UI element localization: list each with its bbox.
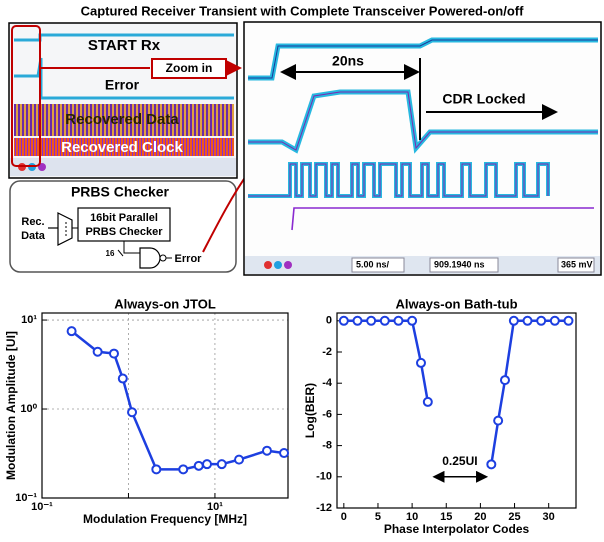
x-tick-label: 20 [474,511,486,523]
toolbar-text: 365 mV [561,259,593,269]
data-point [487,460,495,468]
data-point [424,398,432,406]
data-point [280,449,288,457]
x-tick-label: 10¹ [207,501,223,513]
x-tick-label: 5 [375,511,381,523]
y-tick-label: 0 [326,315,332,327]
y-tick-label: -10 [316,471,332,483]
data-point [381,317,389,325]
prbs-title: PRBS Checker [71,184,170,200]
x-axis-label: Modulation Frequency [MHz] [83,512,247,526]
x-tick-label: 0 [341,511,347,523]
data-point [203,460,211,468]
toolbar-text: 909.1940 ns [434,259,485,269]
y-tick-label: 10¹ [21,314,37,326]
data-point [564,317,572,325]
data-point [551,317,559,325]
y-tick-label: -8 [322,440,332,452]
data-point [235,456,243,464]
y-tick-label: -4 [322,377,333,389]
x-tick-label: 30 [543,511,555,523]
x-axis-label: Phase Interpolator Codes [384,522,530,536]
data-point [510,317,518,325]
y-tick-label: 10⁰ [20,403,37,415]
bus-width: 16 [106,249,115,258]
trace-label: Error [105,77,140,93]
data-point [524,317,532,325]
y-tick-label: 10⁻¹ [15,492,37,504]
y-axis-label: Modulation Amplitude [UI] [4,331,18,480]
prbs-output: Error [175,253,203,265]
y-tick-label: -12 [316,502,332,514]
annotation: 0.25UI [442,454,477,468]
left-scope: Zoom in START Rx Error Recovered Data Re… [9,23,240,178]
trace-label: Recovered Clock [61,139,183,156]
prbs-input: Rec. [21,216,44,228]
right-scope: 20ns CDR Locked 5.00 ns/ 909.1940 ns 365… [244,22,601,275]
locked-label: CDR Locked [442,91,525,107]
data-point [340,317,348,325]
data-point [218,460,226,468]
data-point [110,350,118,358]
prbs-input: Data [21,230,46,242]
data-point [394,317,402,325]
data-point [263,447,271,455]
prbs-block: 16bit Parallel [90,212,158,224]
x-tick-label: 15 [440,511,452,523]
chart-title: Always-on JTOL [114,296,216,311]
data-point [494,417,502,425]
chart-title: Always-on Bath-tub [395,296,517,311]
x-tick-label: 25 [508,511,520,523]
zoom-label: Zoom in [166,61,213,75]
x-tick-label: 10 [406,511,418,523]
figure-title: Captured Receiver Transient with Complet… [81,3,525,18]
data-point [128,408,136,416]
data-point [195,462,203,470]
y-tick-label: -2 [322,346,332,358]
data-point [537,317,545,325]
span-label: 20ns [332,53,364,69]
data-point [179,465,187,473]
data-point [353,317,361,325]
prbs-block: PRBS Checker [85,226,163,238]
data-point [152,465,160,473]
y-tick-label: -6 [322,408,332,420]
data-point [94,348,102,356]
data-point [68,327,76,335]
data-point [408,317,416,325]
toolbar-text: 5.00 ns/ [356,259,390,269]
y-axis-label: Log(BER) [303,383,317,438]
trace-label: START Rx [88,37,161,54]
data-point [501,376,509,384]
data-point [417,359,425,367]
trace-label: Recovered Data [65,111,179,128]
plot-area [337,313,576,508]
figure: Captured Receiver Transient with Complet… [0,0,604,542]
data-point [119,375,127,383]
data-point [367,317,375,325]
